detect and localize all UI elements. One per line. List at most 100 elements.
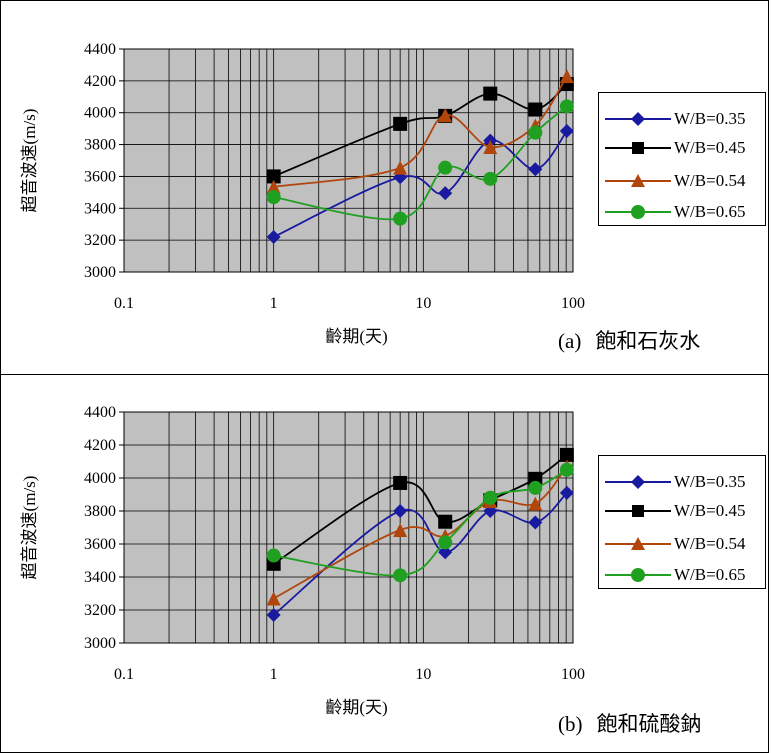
y-tick-label: 3000 [84, 635, 116, 652]
circle-marker-4 [559, 99, 574, 114]
triangle-marker-3 [528, 496, 543, 511]
legend-item-w045: W/B=0.45 [599, 137, 765, 159]
plot-area [124, 49, 573, 272]
triangle-marker-icon [605, 174, 671, 187]
legend-item-w035: W/B=0.35 [599, 471, 765, 493]
square-marker-2 [266, 169, 281, 184]
y-tick-label: 4400 [84, 404, 116, 421]
plot-border [123, 411, 574, 644]
chart-b-caption: (b) 飽和硫酸鈉 [558, 708, 702, 738]
chart-b-plot: 3000 3200 3400 3600 3800 4000 4200 4400 0.1 1 10 10… [20, 404, 585, 717]
square-marker-2 [393, 475, 408, 490]
diamond-marker-1 [438, 545, 453, 560]
chart-b-legend: W/B=0.35 W/B=0.45 W/B=0.54 W/B=0.65 [598, 455, 766, 589]
legend-item-w045: W/B=0.45 [599, 500, 765, 522]
legend-label: W/B=0.54 [674, 534, 746, 553]
x-tick-label: 100 [561, 666, 585, 683]
chart-a-caption: (a) 飽和石灰水 [558, 325, 700, 355]
circle-marker-4 [483, 171, 498, 186]
legend-label: W/B=0.65 [674, 565, 746, 584]
diamond-marker-1 [528, 515, 543, 530]
diamond-marker-1 [559, 485, 574, 500]
square-marker-2 [528, 102, 543, 117]
circle-marker-4 [393, 211, 408, 226]
y-tick-label: 4000 [84, 105, 116, 122]
legend-item-w054: W/B=0.54 [599, 170, 765, 192]
caption-label: (b) [558, 712, 583, 736]
square-marker-2 [438, 514, 453, 529]
y-tick-label: 3800 [84, 137, 116, 154]
legend-label: W/B=0.45 [674, 501, 746, 520]
y-tick-label: 4400 [84, 41, 116, 58]
legend-item-w065: W/B=0.65 [599, 201, 765, 223]
x-tick-label: 10 [415, 666, 431, 683]
triangle-marker-3 [266, 591, 281, 606]
legend-item-w035: W/B=0.35 [599, 108, 765, 130]
square-marker-2 [393, 116, 408, 131]
diamond-marker-1 [528, 162, 543, 177]
diamond-marker-1 [438, 186, 453, 201]
circle-marker-4 [438, 535, 453, 550]
y-tick-label: 3400 [84, 569, 116, 586]
x-tick-label: 0.1 [114, 295, 134, 312]
circle-marker-4 [483, 490, 498, 505]
diamond-marker-1 [559, 124, 574, 139]
triangle-marker-3 [559, 69, 574, 84]
y-axis-title: 超音波速(m/s) [20, 476, 39, 580]
triangle-marker-icon [605, 537, 671, 550]
legend-item-w054: W/B=0.54 [599, 533, 765, 555]
y-tick-label: 4000 [84, 470, 116, 487]
circle-marker-4 [528, 125, 543, 140]
y-tick-label: 3200 [84, 232, 116, 249]
y-tick-label: 3600 [84, 536, 116, 553]
plot-area [124, 412, 573, 643]
y-tick-label: 3200 [84, 602, 116, 619]
legend-label: W/B=0.35 [674, 472, 746, 491]
circle-marker-4 [266, 548, 281, 563]
triangle-marker-3 [483, 139, 498, 154]
x-tick-label: 100 [561, 295, 585, 312]
x-axis-title: 齡期(天) [325, 327, 387, 346]
caption-text: 飽和硫酸鈉 [596, 712, 702, 736]
circle-marker-4 [393, 568, 408, 583]
legend-label: W/B=0.65 [674, 202, 746, 221]
chart-panel-a: 3000 3200 3400 3600 3800 4000 4200 4400 0.1 1 10 10… [0, 0, 769, 375]
diamond-marker-1 [393, 504, 408, 518]
circle-marker-4 [559, 462, 574, 477]
x-axis-title: 齡期(天) [325, 698, 387, 717]
y-tick-label: 4200 [84, 73, 116, 90]
y-axis-title: 超音波速(m/s) [20, 109, 39, 213]
circle-marker-icon [605, 568, 671, 582]
circle-marker-4 [266, 190, 281, 205]
chart-a-plot: 3000 3200 3400 3600 3800 4000 4200 4400 0.1 1 10 10… [20, 41, 585, 346]
x-tick-label: 1 [270, 666, 278, 683]
circle-marker-4 [528, 480, 543, 495]
x-tick-label: 1 [270, 295, 278, 312]
square-marker-icon [605, 505, 671, 517]
plot-border [123, 48, 574, 273]
circle-marker-4 [438, 160, 453, 175]
diamond-marker-icon [605, 475, 671, 489]
square-marker-2 [483, 86, 498, 101]
chart-a-legend: W/B=0.35 W/B=0.45 W/B=0.54 W/B=0.65 [598, 92, 766, 226]
diamond-marker-1 [266, 607, 281, 622]
chart-panel-b: 3000 3200 3400 3600 3800 4000 4200 4400 0.1 1 10 10… [0, 374, 769, 753]
triangle-marker-3 [438, 108, 453, 123]
legend-label: W/B=0.45 [674, 138, 746, 157]
caption-text: 飽和石灰水 [595, 329, 701, 353]
x-tick-label: 10 [415, 295, 431, 312]
legend-item-w065: W/B=0.65 [599, 564, 765, 586]
triangle-marker-3 [393, 522, 408, 537]
caption-label: (a) [558, 329, 582, 353]
y-tick-label: 3000 [84, 264, 116, 281]
legend-label: W/B=0.54 [674, 171, 746, 190]
y-tick-label: 4200 [84, 437, 116, 454]
legend-label: W/B=0.35 [674, 109, 746, 128]
y-tick-label: 3600 [84, 168, 116, 185]
diamond-marker-1 [266, 229, 281, 244]
circle-marker-icon [605, 205, 671, 219]
y-tick-label: 3400 [84, 200, 116, 217]
square-marker-2 [559, 447, 574, 462]
diamond-marker-icon [605, 112, 671, 126]
triangle-marker-3 [393, 160, 408, 175]
